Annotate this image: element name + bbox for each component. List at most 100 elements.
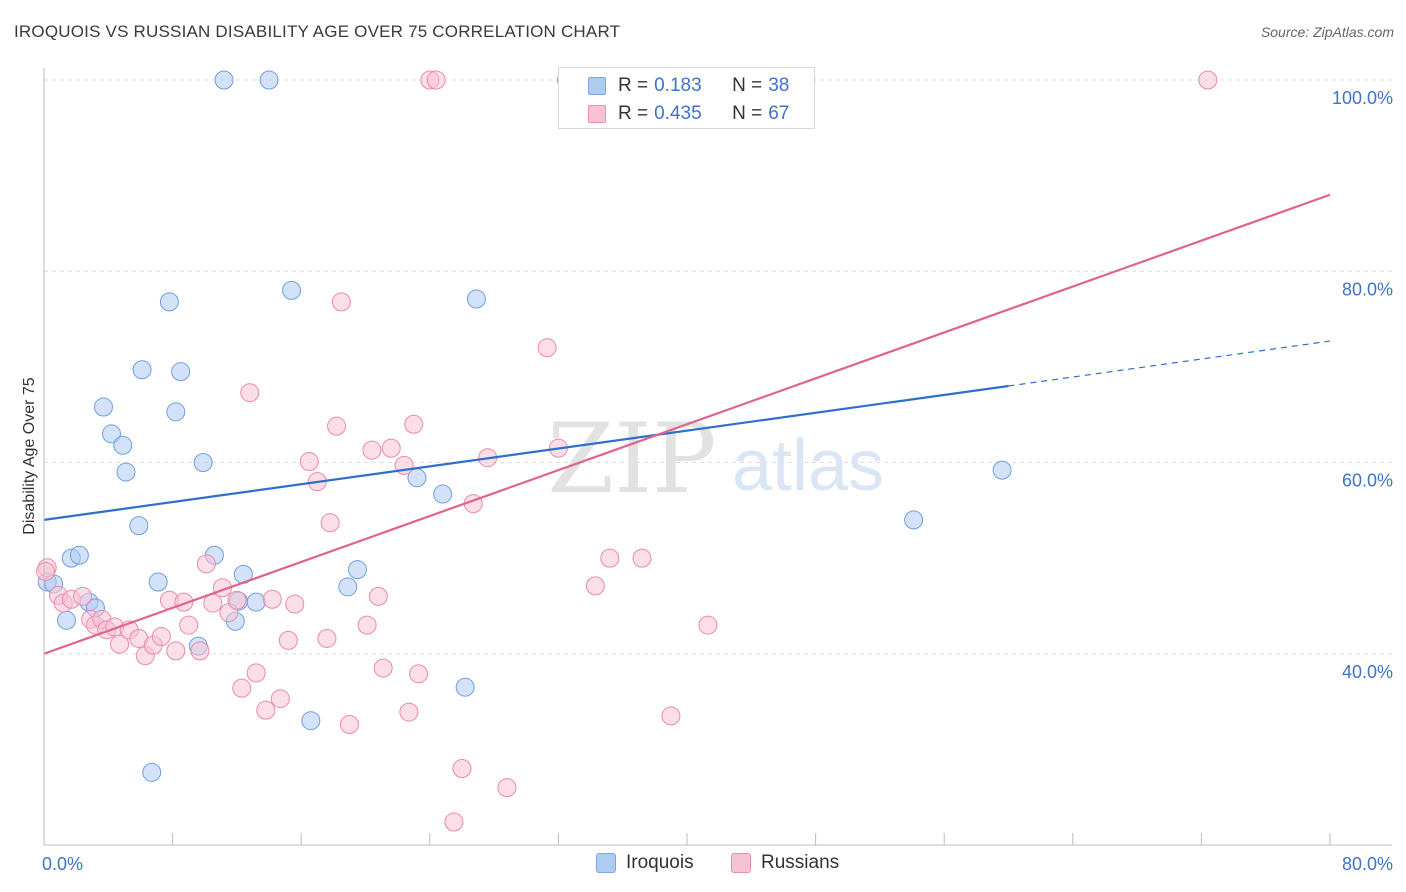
russians-point: [1198, 70, 1218, 90]
r-value: 0.183: [654, 75, 702, 96]
r-label: R =: [618, 103, 649, 124]
russians-point: [368, 586, 388, 606]
russians-point: [232, 678, 252, 698]
russians-legend-swatch: [731, 853, 751, 873]
legend-label-russians: Russians: [761, 852, 840, 873]
series-legend: Iroquois Russians: [0, 852, 1406, 878]
russians-point: [426, 70, 446, 90]
iroquois-trend-extension: [1008, 340, 1331, 387]
russians-point: [190, 641, 210, 661]
russians-point: [285, 594, 305, 614]
stats-row-russians: R = 0.435 N = 67: [559, 100, 789, 128]
iroquois-point: [338, 577, 358, 597]
iroquois-point: [347, 560, 367, 580]
r-value: 0.435: [654, 103, 702, 124]
iroquois-point: [193, 453, 213, 472]
x-tick-labels: 0.0% 80.0%: [42, 854, 1393, 874]
iroquois-point: [301, 711, 321, 731]
russians-point: [196, 554, 216, 574]
russians-point: [166, 641, 186, 661]
russians-point: [240, 383, 260, 403]
russians-point: [246, 663, 266, 683]
russians-point: [585, 576, 605, 596]
iroquois-point: [57, 610, 77, 630]
y-tick-label: 60.0%: [1342, 471, 1393, 491]
n-label: N =: [732, 103, 763, 124]
russians-point: [357, 615, 377, 635]
russians-point: [661, 706, 681, 726]
russians-point: [444, 812, 464, 832]
iroquois-point: [129, 516, 149, 536]
source-label: Source: ZipAtlas.com: [1260, 24, 1394, 40]
stats-legend: R = 0.183 N = 38 R = 0.435 N = 67: [558, 67, 815, 129]
chart-title: IROQUOIS VS RUSSIAN DISABILITY AGE OVER …: [14, 22, 621, 41]
russians-point: [270, 689, 290, 709]
russians-point: [404, 414, 424, 434]
iroquois-point: [69, 545, 89, 565]
iroquois-point: [466, 289, 486, 309]
iroquois-point: [246, 592, 266, 612]
russians-point: [299, 452, 319, 472]
russians-point: [174, 592, 194, 612]
russians-point: [452, 759, 472, 778]
russians-point: [256, 700, 276, 720]
russians-trend-line: [43, 193, 1331, 655]
russians-swatch: [588, 105, 606, 123]
y-tick-labels: 40.0% 60.0% 80.0% 100.0%: [1332, 88, 1393, 682]
iroquois-point: [259, 70, 279, 90]
russians-point: [151, 627, 171, 647]
russians-point: [497, 778, 517, 798]
trend-lines: [43, 193, 1331, 655]
russians-point: [362, 440, 382, 460]
data-points: [36, 70, 1218, 832]
iroquois-point: [166, 402, 186, 422]
russians-point: [110, 634, 130, 654]
legend-label-iroquois: Iroquois: [626, 852, 694, 873]
russians-point: [331, 292, 351, 312]
y-tick-label: 80.0%: [1342, 279, 1393, 299]
russians-point: [317, 628, 337, 648]
stats-row-iroquois: R = 0.183 N = 38: [559, 72, 789, 100]
n-value: 38: [768, 75, 790, 96]
russians-point: [600, 548, 620, 568]
russians-point: [632, 548, 652, 568]
iroquois-point: [93, 397, 113, 417]
iroquois-point: [904, 510, 924, 530]
iroquois-point: [148, 572, 168, 592]
russians-point: [373, 658, 393, 678]
iroquois-trend-line: [43, 384, 1009, 521]
iroquois-legend-swatch: [596, 853, 616, 873]
x-tick-label: 80.0%: [1342, 854, 1393, 874]
iroquois-point: [113, 435, 133, 455]
y-tick-label: 100.0%: [1332, 88, 1393, 108]
iroquois-point: [159, 292, 179, 312]
russians-point: [227, 590, 247, 610]
russians-point: [698, 615, 718, 635]
r-label: R =: [618, 75, 649, 96]
russians-point: [320, 513, 340, 533]
x-tick-label: 0.0%: [42, 854, 83, 874]
y-tick-label: 40.0%: [1342, 662, 1393, 682]
iroquois-swatch: [588, 77, 606, 95]
russians-point: [262, 589, 282, 609]
iroquois-point: [433, 484, 453, 504]
legend-item-iroquois[interactable]: Iroquois: [596, 852, 694, 874]
russians-point: [399, 702, 419, 722]
russians-point: [339, 715, 359, 735]
n-label: N =: [732, 75, 763, 96]
russians-point: [409, 664, 429, 684]
russians-point: [278, 630, 298, 650]
n-value: 67: [768, 103, 790, 124]
iroquois-point: [282, 280, 302, 300]
legend-item-russians[interactable]: Russians: [731, 852, 839, 874]
iroquois-point: [214, 70, 234, 90]
axes: [43, 68, 1392, 846]
russians-point: [537, 338, 557, 358]
iroquois-point: [132, 360, 152, 380]
russians-point: [36, 562, 56, 582]
russians-point: [381, 438, 401, 458]
russians-point: [179, 615, 199, 635]
iroquois-point: [116, 462, 136, 482]
russians-point: [327, 416, 347, 436]
